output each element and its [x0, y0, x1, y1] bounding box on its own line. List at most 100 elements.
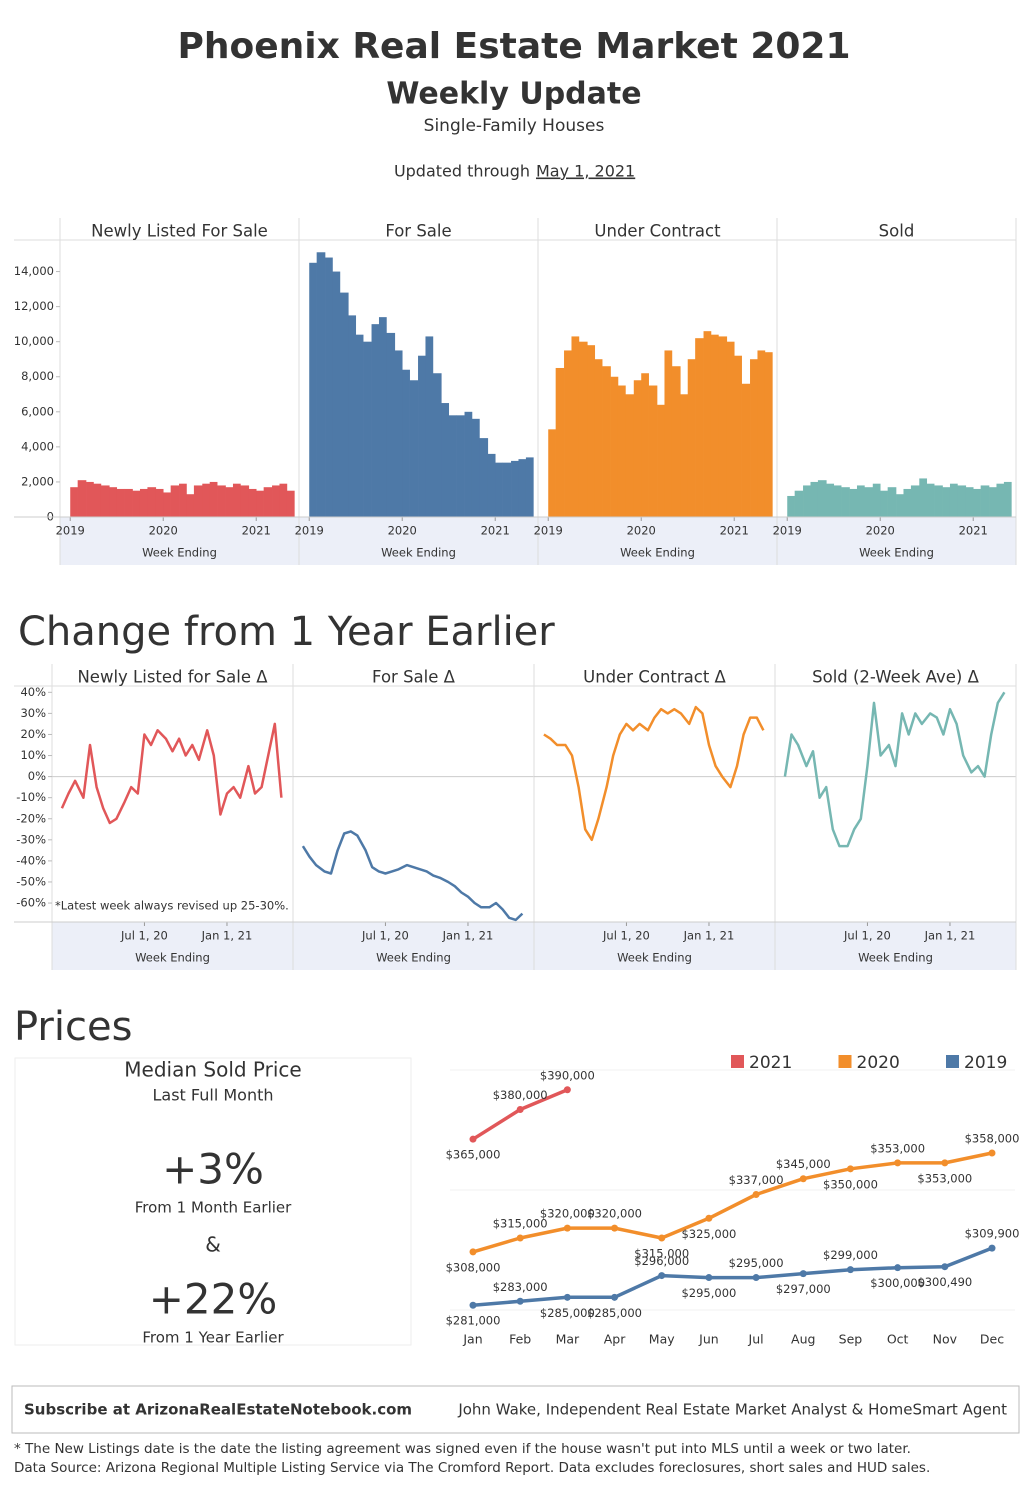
y-tick-label: -20%	[16, 811, 46, 825]
bar	[193, 485, 203, 517]
value-label: $315,000	[634, 1247, 689, 1261]
value-label: $308,000	[446, 1260, 501, 1274]
price-point	[563, 1224, 571, 1232]
subscribe-link[interactable]: Subscribe at ArizonaRealEstateNotebook.c…	[24, 1401, 412, 1419]
value-label: $350,000	[823, 1177, 878, 1191]
bar	[409, 380, 419, 517]
y-tick-label: -60%	[16, 896, 46, 910]
bar	[132, 490, 141, 517]
bar	[794, 490, 804, 517]
price-point	[563, 1086, 571, 1094]
y-tick-label: 6,000	[21, 404, 54, 418]
x-axis-label: Week Ending	[617, 951, 692, 965]
bar	[1003, 481, 1012, 517]
section-title: Change from 1 Year Earlier	[18, 609, 555, 655]
x-tick-label: Oct	[887, 1332, 909, 1347]
bar	[371, 324, 380, 517]
bar	[548, 429, 556, 517]
value-label: $285,000	[540, 1306, 595, 1320]
bar	[109, 487, 118, 517]
bar	[841, 487, 850, 517]
x-tick-label: 2020	[149, 524, 178, 538]
bar	[139, 488, 148, 517]
page-subtitle: Weekly Update	[386, 77, 641, 112]
trend-line	[301, 830, 524, 922]
y-tick-label: -30%	[16, 832, 46, 846]
axis-band	[293, 922, 534, 970]
value-label: $297,000	[776, 1282, 831, 1296]
updated-date: May 1, 2021	[536, 162, 635, 181]
price-point	[658, 1272, 666, 1280]
bar	[479, 438, 489, 517]
bar	[116, 488, 125, 517]
bar	[989, 487, 997, 517]
bar	[973, 488, 981, 517]
bar	[256, 490, 264, 517]
axis-band	[534, 922, 775, 970]
bar	[757, 350, 766, 517]
x-tick-label: Jul	[748, 1332, 764, 1347]
x-tick-label: 2020	[627, 524, 656, 538]
kpi-subtitle: Last Full Month	[152, 1086, 273, 1105]
bar	[625, 394, 635, 517]
bar	[248, 488, 257, 517]
axis-band	[775, 922, 1016, 970]
price-point	[894, 1159, 902, 1167]
updated-prefix: Updated through	[394, 162, 530, 181]
legend-swatch	[731, 1055, 744, 1068]
bar	[179, 483, 187, 517]
value-label: $296,000	[634, 1254, 689, 1268]
x-tick-label: 2021	[959, 524, 988, 538]
y-tick-label: 14,000	[14, 264, 54, 278]
footnote: * The New Listings date is the date the …	[14, 1441, 911, 1457]
x-tick-label: 2021	[242, 524, 271, 538]
bar	[263, 487, 273, 517]
bar	[471, 418, 480, 517]
bar	[279, 483, 288, 517]
legend-label: 2021	[749, 1053, 792, 1073]
value-label: $390,000	[540, 1068, 595, 1082]
bar	[833, 485, 842, 517]
value-label: $320,000	[540, 1207, 595, 1221]
bar	[610, 376, 619, 517]
x-tick-label: Jan 1, 21	[442, 929, 494, 943]
price-point	[563, 1293, 571, 1301]
bar	[232, 483, 241, 517]
panel-title: Sold (2-Week Ave) Δ	[812, 668, 979, 687]
bar	[910, 485, 920, 517]
x-axis-label: Week Ending	[859, 546, 934, 560]
kpi-value: +3%	[162, 1145, 264, 1194]
bar	[880, 490, 888, 517]
price-point	[469, 1248, 477, 1256]
bar	[864, 487, 874, 517]
y-tick-label: 30%	[20, 706, 46, 720]
bar	[919, 478, 928, 517]
bar	[617, 385, 626, 517]
panel-title: For Sale	[385, 222, 451, 241]
x-tick-label: Jan 1, 21	[201, 929, 253, 943]
x-tick-label: Nov	[933, 1332, 958, 1347]
y-tick-label: 8,000	[21, 369, 54, 383]
bar	[425, 336, 434, 517]
x-tick-label: 2020	[866, 524, 895, 538]
bar	[965, 487, 974, 517]
x-tick-label: Aug	[791, 1332, 815, 1347]
bar	[77, 480, 87, 517]
panel-title: Under Contract	[594, 222, 721, 241]
bar	[648, 385, 658, 517]
bar	[980, 485, 990, 517]
price-point	[846, 1266, 854, 1274]
bar	[810, 481, 819, 517]
annotation: *Latest week always revised up 25-30%.	[55, 899, 289, 913]
bar	[602, 366, 611, 517]
bar	[70, 487, 78, 517]
bar	[225, 487, 234, 517]
y-tick-label: 4,000	[21, 439, 54, 453]
axis-band	[52, 922, 293, 970]
page-title: Phoenix Real Estate Market 2021	[177, 26, 850, 67]
x-axis-label: Week Ending	[381, 546, 456, 560]
x-tick-label: 2021	[481, 524, 510, 538]
bar	[741, 383, 751, 517]
x-tick-label: Dec	[980, 1332, 1004, 1347]
